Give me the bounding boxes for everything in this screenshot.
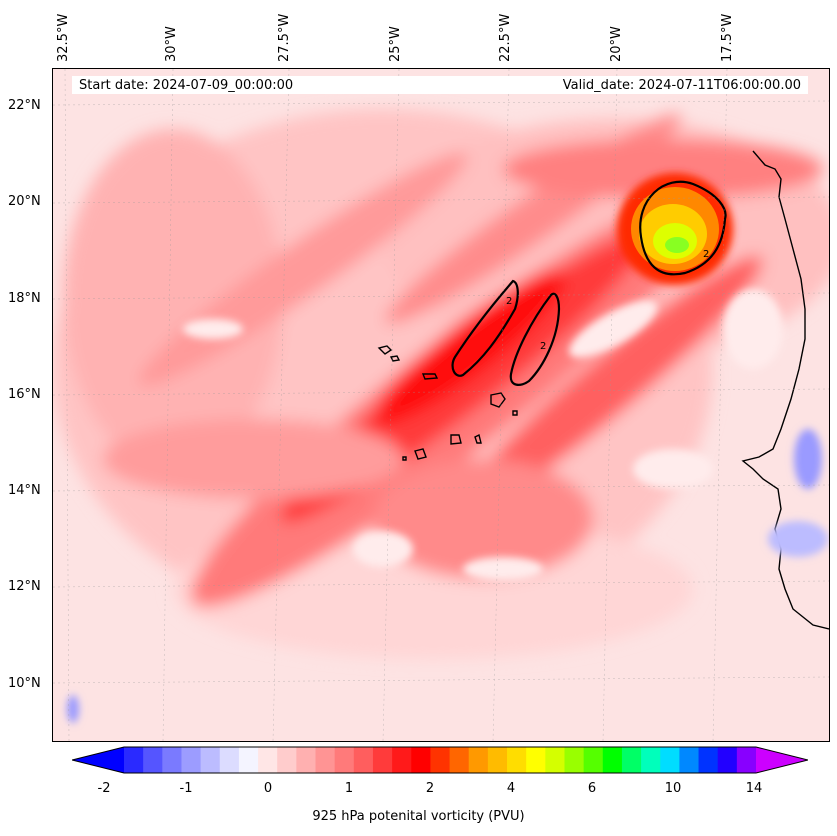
colorbar-swatch [736, 747, 757, 773]
colorbar-tick: 1 [344, 781, 354, 796]
lat-label-20n: 20°N [8, 194, 41, 209]
pv-2-contours [451, 279, 561, 386]
pv-field-map: 2 2 2 [53, 69, 829, 741]
colorbar-swatch [430, 747, 451, 773]
colorbar-tick: 10 [664, 781, 682, 796]
colorbar-tick: 4 [506, 781, 516, 796]
colorbar-swatch [392, 747, 412, 773]
colorbar-swatch [717, 747, 738, 773]
colorbar-swatch [353, 747, 374, 773]
colorbar-swatch [468, 747, 489, 773]
african-coastline [741, 150, 829, 630]
colorbar-swatch [507, 747, 527, 773]
colorbar-swatch [449, 747, 470, 773]
colorbar-swatch [411, 747, 432, 773]
colorbar-swatch [258, 747, 278, 773]
colorbar-swatch [621, 747, 642, 773]
colorbar-swatch [564, 747, 585, 773]
lat-label-22n: 22°N [8, 98, 41, 113]
colorbar-swatch [698, 747, 719, 773]
colorbar-swatch [200, 747, 221, 773]
lon-label-30w: 30°W [164, 26, 179, 62]
colorbar-extend-high [756, 747, 808, 773]
colorbar-swatch [238, 747, 259, 773]
colorbar-tick: -2 [97, 781, 111, 796]
lat-label-16n: 16°N [8, 387, 41, 402]
gridlines [53, 69, 829, 741]
lon-label-22-5w: 22.5°W [498, 13, 513, 62]
lat-label-18n: 18°N [8, 291, 41, 306]
colorbar-swatch [679, 747, 700, 773]
lon-label-27-5w: 27.5°W [277, 13, 292, 62]
colorbar-swatch [545, 747, 566, 773]
cape-verde-islands [377, 345, 518, 461]
lon-label-25w: 25°W [388, 26, 403, 62]
pv-maximum-blob [617, 173, 733, 285]
date-header-box [72, 76, 808, 94]
colorbar-swatch [372, 747, 393, 773]
colorbar-swatch [583, 747, 604, 773]
start-date-label: Start date: 2024-07-09_00:00:00 [79, 78, 294, 93]
colorbar-swatch [315, 747, 336, 773]
colorbar-swatch [487, 747, 508, 773]
colorbar-title: 925 hPa potenital vorticity (PVU) [312, 809, 525, 824]
colorbar-swatch [277, 747, 297, 773]
map-plot-area: 2 2 2 [52, 68, 830, 742]
contour-label-1: 2 [506, 296, 512, 307]
lat-label-14n: 14°N [8, 483, 41, 498]
lon-label-17-5w: 17.5°W [720, 13, 735, 62]
colorbar-tick: 2 [425, 781, 435, 796]
colorbar-swatch [334, 747, 355, 773]
colorbar [72, 746, 808, 774]
colorbar-tick: 14 [745, 781, 763, 796]
lat-label-10n: 10°N [8, 676, 41, 691]
colorbar-tick: 0 [263, 781, 273, 796]
contour-label-3: 2 [703, 249, 709, 260]
colorbar-swatch [526, 747, 546, 773]
colorbar-swatch [181, 747, 202, 773]
colorbar-swatch [641, 747, 661, 773]
colorbar-swatch [219, 747, 240, 773]
colorbar-swatch [124, 747, 144, 773]
colorbar-tick: -1 [179, 781, 193, 796]
pale-streaks [183, 289, 783, 581]
lat-label-12n: 12°N [8, 579, 41, 594]
valid-date-label: Valid_date: 2024-07-11T06:00:00.00 [562, 78, 801, 93]
negative-pv-land [67, 429, 828, 723]
colorbar-swatch [143, 747, 163, 773]
colorbar-tick: 6 [587, 781, 597, 796]
colorbar-swatch [660, 747, 680, 773]
contour-label-2: 2 [540, 341, 546, 352]
colorbar-swatch [296, 747, 317, 773]
lon-label-32-5w: 32.5°W [56, 13, 71, 62]
colorbar-outline [72, 746, 808, 774]
lon-label-20w: 20°W [609, 26, 624, 62]
colorbar-extend-low [72, 747, 124, 773]
colorbar-swatch [602, 747, 623, 773]
colorbar-swatch [162, 747, 183, 773]
